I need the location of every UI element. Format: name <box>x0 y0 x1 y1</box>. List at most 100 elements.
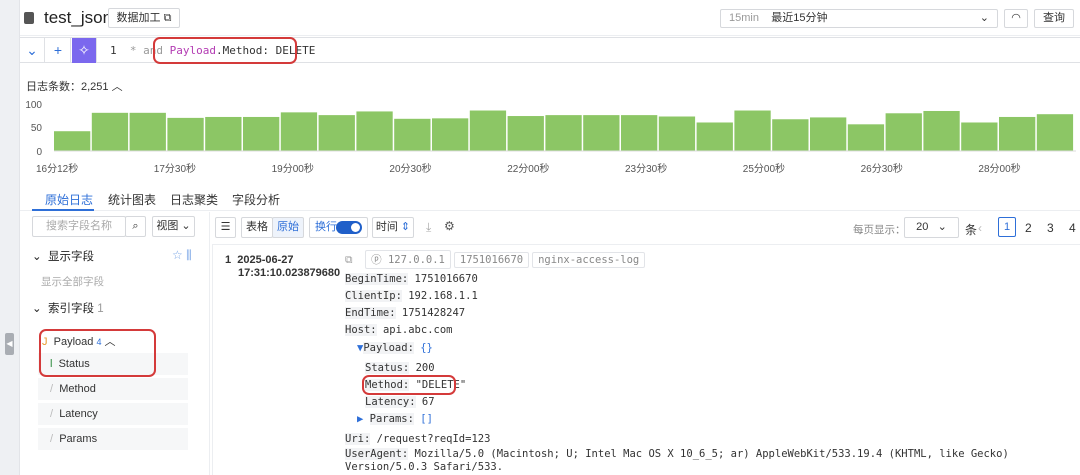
tab-stats-chart[interactable]: 统计图表 <box>108 193 157 207</box>
ai-assist-button[interactable]: ✧ <box>72 38 97 63</box>
tag-time[interactable]: 1751016670 <box>453 252 530 268</box>
field-value[interactable]: api.abc.com <box>382 324 453 336</box>
collapse-list-button[interactable]: ☰ <box>215 217 236 238</box>
index-fields-section[interactable]: ⌄ 索引字段 1 <box>32 303 104 315</box>
histogram-bar[interactable] <box>432 118 469 151</box>
search-button[interactable]: ⌕ <box>125 216 146 237</box>
histogram-bar[interactable] <box>469 110 507 151</box>
time-range-select[interactable]: 15min 最近15分钟 ⌄ <box>720 9 998 28</box>
field-value[interactable]: 200 <box>415 362 435 374</box>
field-key[interactable]: Latency: <box>365 396 416 408</box>
x-tick-label: 26分30秒 <box>861 162 903 175</box>
histogram-bar[interactable] <box>129 112 166 151</box>
histogram-bar[interactable] <box>1036 114 1074 151</box>
refresh-gauge-button[interactable]: ◠ <box>1004 9 1028 28</box>
caret-down-icon[interactable]: ▼ <box>357 342 364 354</box>
field-search-input[interactable]: 搜索字段名称 <box>32 216 126 237</box>
tab-log-cluster[interactable]: 日志聚类 <box>170 193 219 207</box>
per-page-select[interactable]: 20 ⌄ <box>904 217 959 238</box>
field-key[interactable]: Method: <box>365 379 410 391</box>
histogram-bar[interactable] <box>923 110 960 151</box>
histogram-bar[interactable] <box>91 112 129 151</box>
histogram-bar[interactable] <box>810 117 847 151</box>
collapse-handle[interactable]: ◀ <box>5 333 14 355</box>
histogram-bar[interactable] <box>734 110 771 151</box>
view-select[interactable]: 视图 ⌄ <box>152 216 195 237</box>
field-key[interactable]: Status: <box>365 362 410 374</box>
log-timestamp: 1 2025-06-27 17:31:10.023879680 <box>225 254 340 280</box>
collapse-button[interactable]: ⌄ <box>20 38 45 63</box>
tag-source[interactable]: nginx-access-log <box>532 252 646 268</box>
field-value[interactable]: 67 <box>421 396 435 408</box>
histogram-bar[interactable] <box>961 122 998 151</box>
histogram-bar[interactable] <box>280 112 318 151</box>
field-key[interactable]: Params: <box>369 413 414 425</box>
gear-icon[interactable]: ⚙ <box>444 219 455 233</box>
histogram-bar[interactable] <box>507 116 544 151</box>
histogram-bar[interactable] <box>243 116 280 151</box>
field-latency[interactable]: / Latency <box>38 403 188 425</box>
highlight-box <box>39 329 156 377</box>
download-icon[interactable]: ⤓ <box>426 220 432 234</box>
histogram-bar[interactable] <box>885 113 922 151</box>
field-value[interactable]: 192.168.1.1 <box>408 290 478 302</box>
wrap-toggle[interactable]: 换行 <box>309 217 368 238</box>
field-value[interactable]: Mozilla/5.0 (Macintosh; U; Intel Mac OS … <box>345 448 1009 473</box>
histogram-bar[interactable] <box>54 131 91 151</box>
page-2[interactable]: 2 <box>1025 221 1032 235</box>
time-sort-button[interactable]: 时间 ⇕ <box>372 217 414 238</box>
field-key[interactable]: Payload: <box>363 342 414 354</box>
field-params[interactable]: / Params <box>38 428 188 450</box>
tab-field-analysis[interactable]: 字段分析 <box>232 193 281 207</box>
per-page-unit: 条 <box>965 223 978 237</box>
caret-right-icon[interactable]: ▶ <box>357 413 364 425</box>
histogram-bar[interactable] <box>545 115 582 151</box>
tab-raw-log[interactable]: 原始日志 <box>45 193 94 207</box>
field-method[interactable]: / Method <box>38 378 188 400</box>
histogram-chart[interactable]: 100 50 0 16分12秒 17分30秒 19分00秒 20分30秒 22分00秒 23分3… <box>20 95 1078 175</box>
star-icon[interactable]: ☆ ⫼ <box>172 248 192 262</box>
field-value[interactable]: {} <box>420 342 433 354</box>
field-key[interactable]: BeginTime: <box>345 273 409 285</box>
field-value[interactable]: 1751016670 <box>414 273 478 285</box>
page-4[interactable]: 4 <box>1069 221 1076 235</box>
histogram-bar[interactable] <box>318 115 355 151</box>
table-view-button[interactable]: 表格 <box>241 217 273 238</box>
query-button[interactable]: 查询 <box>1034 9 1074 28</box>
field-key[interactable]: UserAgent: <box>345 448 409 460</box>
prev-page-button[interactable]: ‹ <box>978 221 982 235</box>
copy-icon[interactable]: ⧉ <box>345 254 353 266</box>
field-key[interactable]: ClientIp: <box>345 290 402 302</box>
field-status[interactable]: l Status <box>38 353 188 375</box>
histogram-bar[interactable] <box>583 115 620 151</box>
add-button[interactable]: + <box>46 38 71 63</box>
field-payload[interactable]: J Payload 4 ︿ <box>42 333 116 349</box>
page-1[interactable]: 1 <box>998 217 1016 237</box>
histogram-bar[interactable] <box>658 116 696 152</box>
histogram-bar[interactable] <box>847 124 885 151</box>
histogram-bar[interactable] <box>696 122 733 151</box>
field-value[interactable]: 1751428247 <box>401 307 466 319</box>
show-all-fields-link[interactable]: 显示全部字段 <box>41 276 104 288</box>
page-3[interactable]: 3 <box>1047 221 1054 235</box>
histogram-bar[interactable] <box>999 116 1036 151</box>
log-count[interactable]: 日志条数：2,251 ︿ <box>26 78 123 94</box>
field-key[interactable]: EndTime: <box>345 307 396 319</box>
display-fields-section[interactable]: ⌄ 显示字段 <box>32 251 95 263</box>
field-key[interactable]: Host: <box>345 324 377 336</box>
toggle-switch[interactable] <box>336 221 362 234</box>
histogram-bar[interactable] <box>621 115 658 151</box>
log-field: Method: "DELETE" <box>365 379 466 391</box>
field-value[interactable]: [] <box>420 413 433 425</box>
log-field: ▶ Params: [] <box>357 413 433 425</box>
histogram-bar[interactable] <box>394 118 431 151</box>
field-key[interactable]: Uri: <box>345 433 371 445</box>
data-process-button[interactable]: 数据加工 ⧉ <box>108 8 180 28</box>
histogram-bar[interactable] <box>772 119 809 151</box>
raw-view-button[interactable]: 原始 <box>272 217 304 238</box>
histogram-bar[interactable] <box>356 111 393 151</box>
tag-ip[interactable]: ⓟ 127.0.0.1 <box>365 250 451 269</box>
field-value[interactable]: /request?reqId=123 <box>376 433 491 445</box>
histogram-bar[interactable] <box>167 117 204 151</box>
histogram-bar[interactable] <box>205 116 242 151</box>
